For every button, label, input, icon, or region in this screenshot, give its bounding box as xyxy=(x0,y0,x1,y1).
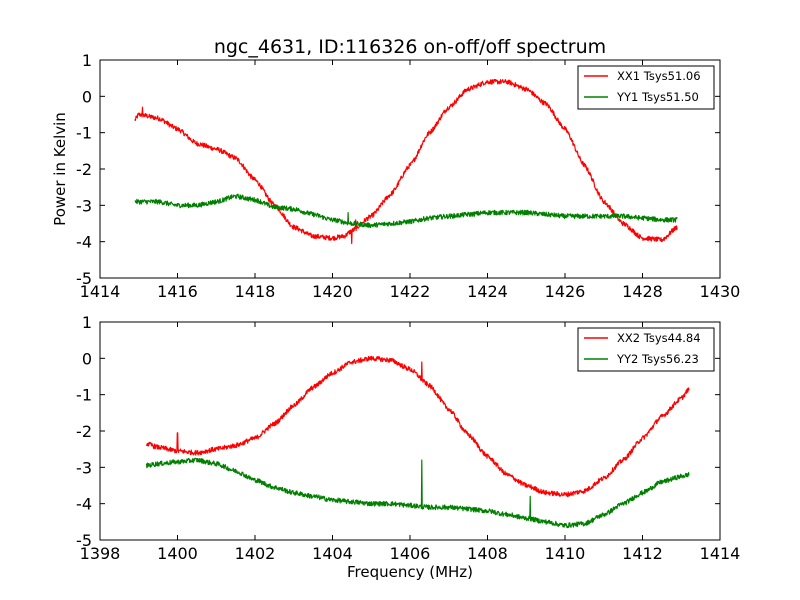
bottom-x-tick-label: 1406 xyxy=(390,544,431,563)
top-x-tick-label: 1424 xyxy=(467,282,508,301)
bottom-y-tick-label: 0 xyxy=(82,349,92,368)
bottom-legend: XX2 Tsys44.84 YY2 Tsys56.23 xyxy=(577,327,715,372)
top-plot-area: 1414 1416 1418 1420 1422 1424 1426 1428 1430 -5 -4… xyxy=(76,51,740,301)
top-legend: XX1 Tsys51.06 YY1 Tsys51.50 xyxy=(577,65,715,110)
bottom-x-tick-label: 1404 xyxy=(312,544,353,563)
bottom-y-tick-label: -1 xyxy=(76,386,92,405)
top-y-tick-label: 0 xyxy=(82,87,92,106)
bottom-y-tick-label: -4 xyxy=(76,495,92,514)
bottom-x-tick-label: 1412 xyxy=(622,544,663,563)
bottom-series-line-yy2 xyxy=(145,457,690,529)
bottom-y-tick-label: -5 xyxy=(76,531,92,550)
top-x-tick-label: 1428 xyxy=(622,282,663,301)
bottom-y-tick-label: -3 xyxy=(76,458,92,477)
bottom-x-tick-label: 1398 xyxy=(80,544,121,563)
bottom-series-line-xx2 xyxy=(145,355,690,498)
top-y-tick-label: -3 xyxy=(76,196,92,215)
top-y-tick-label: 1 xyxy=(82,51,92,70)
bottom-x-tick-label: 1410 xyxy=(545,544,586,563)
top-legend-box xyxy=(577,65,715,110)
top-legend-label-yy1: YY1 Tsys51.50 xyxy=(616,90,699,104)
bottom-x-tick-label: 1400 xyxy=(157,544,198,563)
top-x-tick-label: 1430 xyxy=(700,282,741,301)
bottom-plot-area: 1398 1400 1402 1404 1406 1408 1410 1412 1414 -5 -4… xyxy=(76,313,740,563)
top-panel: ngc_4631, ID:116326 on-off/off spectrum … xyxy=(51,36,740,301)
bottom-y-tick-label: -2 xyxy=(76,422,92,441)
top-axes-frame xyxy=(99,59,721,279)
top-x-tick-label: 1420 xyxy=(312,282,353,301)
top-x-tick-label: 1414 xyxy=(80,282,121,301)
top-legend-label-xx1: XX1 Tsys51.06 xyxy=(617,69,701,83)
top-x-tick-label: 1418 xyxy=(235,282,276,301)
bottom-x-tick-label: 1402 xyxy=(235,544,276,563)
bottom-legend-label-xx2: XX2 Tsys44.84 xyxy=(617,331,701,345)
bottom-panel: 1398 1400 1402 1404 1406 1408 1410 1412 1414 -5 -4… xyxy=(76,313,740,581)
top-chart-title: ngc_4631, ID:116326 on-off/off spectrum xyxy=(214,36,606,58)
bottom-x-axis-label: Frequency (MHz) xyxy=(347,563,473,581)
bottom-x-tick-label: 1408 xyxy=(467,544,508,563)
top-x-tick-label: 1426 xyxy=(545,282,586,301)
bottom-x-tick-label: 1414 xyxy=(700,544,741,563)
bottom-legend-box xyxy=(577,327,715,372)
bottom-axes-frame xyxy=(99,321,721,541)
top-series-line-xx1 xyxy=(134,78,678,245)
top-y-tick-label: -5 xyxy=(76,269,92,288)
top-x-tick-label: 1422 xyxy=(390,282,431,301)
top-y-tick-label: -2 xyxy=(76,160,92,179)
top-x-tick-label: 1416 xyxy=(157,282,198,301)
top-y-tick-label: -1 xyxy=(76,124,92,143)
top-y-tick-label: -4 xyxy=(76,233,92,252)
bottom-legend-label-yy2: YY2 Tsys56.23 xyxy=(616,352,699,366)
bottom-y-tick-label: 1 xyxy=(82,313,92,332)
top-series-line-yy1 xyxy=(134,193,678,229)
top-y-axis-label: Power in Kelvin xyxy=(51,112,69,226)
